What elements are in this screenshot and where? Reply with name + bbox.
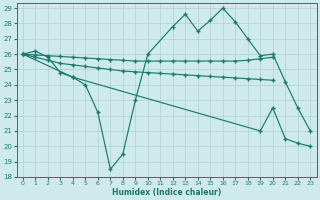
X-axis label: Humidex (Indice chaleur): Humidex (Indice chaleur) <box>112 188 221 197</box>
